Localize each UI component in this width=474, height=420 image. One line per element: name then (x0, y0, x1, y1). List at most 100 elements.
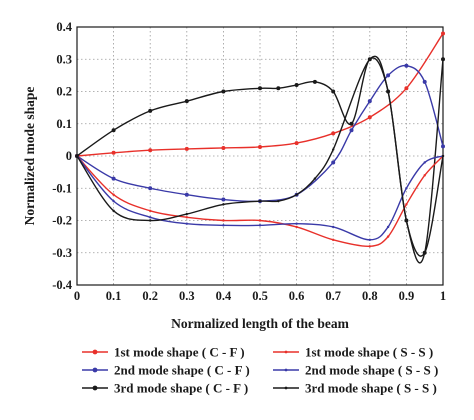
legend-label-2: 2nd mode shape ( C - F ) (114, 363, 250, 378)
data-point (221, 89, 226, 94)
data-point (112, 193, 115, 196)
legend-marker-6 (284, 386, 288, 390)
legend-marker-4 (284, 350, 288, 354)
x-tick-label: 0.7 (325, 289, 341, 303)
grid-lines (77, 27, 443, 285)
data-point (149, 216, 152, 219)
data-point (441, 57, 445, 62)
data-point (295, 222, 298, 225)
data-point (332, 148, 335, 151)
legend-label-1: 1st mode shape ( C - F ) (114, 345, 245, 360)
data-point (331, 89, 336, 94)
data-point (386, 235, 390, 238)
data-point (349, 128, 354, 133)
x-tick-label: 0.3 (179, 289, 195, 303)
legend-label-4: 1st mode shape ( S - S ) (305, 345, 433, 360)
data-point (149, 219, 152, 222)
data-point (258, 199, 262, 203)
data-point (184, 146, 189, 151)
data-point (148, 148, 153, 153)
x-tick-label: 0.2 (142, 289, 158, 303)
data-point (312, 79, 317, 84)
data-point (149, 209, 152, 213)
data-point (222, 203, 225, 206)
y-tick-label: -0.3 (52, 246, 72, 260)
data-point (258, 86, 262, 91)
data-point (258, 224, 262, 227)
data-point (258, 219, 262, 222)
data-point (404, 63, 409, 68)
data-point (294, 83, 299, 88)
y-tick-label: 0.4 (56, 20, 72, 34)
data-point (221, 197, 226, 202)
data-point (441, 154, 445, 158)
data-point (404, 86, 409, 91)
data-point (368, 58, 371, 61)
legend-label-6: 3rd mode shape ( S - S ) (305, 381, 437, 396)
legend-marker-1 (92, 349, 98, 355)
data-point (221, 145, 226, 150)
data-point (331, 160, 336, 165)
data-point (185, 216, 188, 219)
data-point (75, 154, 79, 158)
data-point (332, 225, 335, 229)
data-point (258, 144, 262, 149)
data-point (148, 108, 153, 113)
x-tick-label: 0 (74, 289, 80, 303)
x-tick-label: 0.4 (216, 289, 232, 303)
data-point (148, 186, 153, 191)
legend-marker-2 (92, 367, 98, 373)
data-point (294, 141, 299, 146)
data-point (422, 79, 427, 84)
data-point (313, 177, 317, 180)
y-tick-labels: 0.4 0.3 0.2 0.1 0 -0.1 -0.2 -0.3 -0.4 (52, 20, 73, 292)
x-tick-label: 0.1 (106, 289, 122, 303)
data-point (441, 144, 445, 149)
legend-marker-3 (92, 385, 98, 391)
y-tick-label: 0.1 (56, 117, 72, 131)
data-point (222, 219, 225, 222)
legend-label-5: 2nd mode shape ( S - S ) (305, 363, 438, 378)
data-point (405, 219, 408, 222)
legend-marker-5 (284, 368, 288, 372)
data-point (368, 238, 371, 242)
series-line-6 (76, 55, 444, 257)
data-point (405, 203, 408, 206)
data-point (185, 222, 188, 225)
series-lines (75, 31, 445, 264)
series-line-2 (76, 64, 444, 203)
y-tick-label: -0.4 (52, 278, 73, 292)
data-point (184, 99, 189, 104)
data-point (276, 86, 281, 91)
data-point (111, 176, 116, 181)
data-point (112, 209, 115, 213)
y-tick-label: -0.2 (52, 214, 72, 228)
data-point (405, 187, 408, 190)
data-point (386, 73, 391, 78)
data-point (423, 251, 426, 254)
y-tick-label: 0.3 (56, 52, 72, 66)
data-point (295, 193, 298, 196)
x-tick-label: 1 (440, 289, 446, 303)
data-point (331, 131, 336, 136)
data-point (423, 161, 426, 164)
data-point (277, 199, 280, 203)
data-point (367, 115, 372, 120)
legend: 1st mode shape ( C - F ) 2nd mode shape (… (82, 345, 438, 396)
x-tick-label: 0.5 (252, 289, 268, 303)
legend-label-3: 3rd mode shape ( C - F ) (114, 381, 248, 396)
data-point (367, 99, 372, 104)
data-point (332, 238, 335, 242)
data-point (368, 245, 371, 248)
data-point (111, 128, 116, 133)
x-tick-label: 0.6 (289, 289, 305, 303)
x-axis-label: Normalized length of the beam (171, 316, 349, 331)
data-point (386, 225, 390, 229)
data-point (222, 224, 225, 227)
data-point (185, 212, 188, 216)
data-point (184, 192, 189, 197)
data-point (295, 225, 298, 229)
y-tick-label: 0.2 (56, 85, 72, 99)
data-point (441, 31, 445, 36)
